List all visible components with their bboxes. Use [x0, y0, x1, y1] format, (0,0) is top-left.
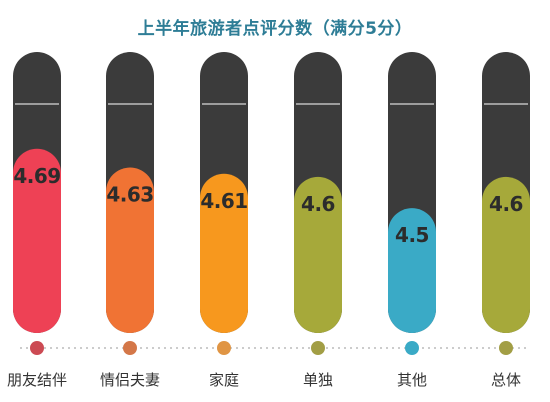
- category-marker: [311, 341, 325, 355]
- bar: [200, 173, 248, 333]
- category-label: 总体: [491, 371, 521, 389]
- bar: [106, 167, 154, 333]
- chart-title: 上半年旅游者点评分数（满分5分）: [137, 19, 413, 39]
- category-label: 其他: [397, 371, 427, 389]
- data-label: 4.6: [301, 192, 335, 216]
- bar: [388, 208, 436, 333]
- data-label: 4.5: [395, 223, 429, 247]
- category-marker: [217, 341, 231, 355]
- bar: [13, 148, 61, 333]
- category-label: 朋友结伴: [7, 371, 67, 389]
- bar: [482, 176, 530, 333]
- category-marker: [123, 341, 137, 355]
- category-marker: [30, 341, 44, 355]
- category-marker: [405, 341, 419, 355]
- category-label: 情侣夫妻: [100, 371, 160, 389]
- category-marker: [499, 341, 513, 355]
- data-label: 4.63: [106, 183, 153, 207]
- bar: [294, 176, 342, 333]
- data-label: 4.6: [489, 192, 523, 216]
- data-label: 4.69: [13, 164, 60, 188]
- data-label: 4.61: [200, 189, 247, 213]
- category-label: 家庭: [209, 371, 239, 389]
- category-label: 单独: [303, 371, 333, 389]
